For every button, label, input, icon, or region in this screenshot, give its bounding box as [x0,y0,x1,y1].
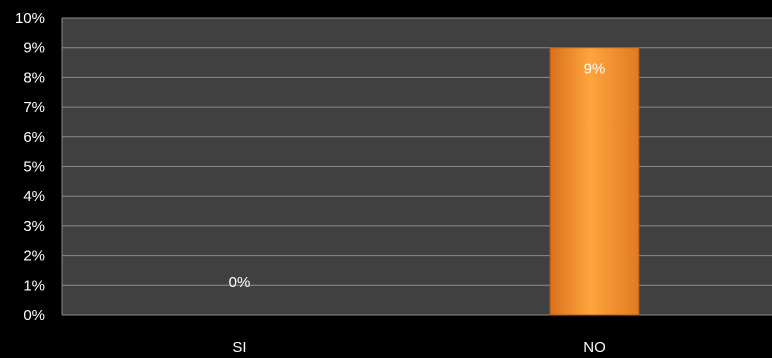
y-axis-tick-labels: 0% 1% 2% 3% 4% 5% 6% 7% 8% 9% 10% [15,10,45,324]
bars [549,47,640,316]
x-category-label-no: NO [583,339,606,356]
y-tick-label: 5% [23,159,45,176]
x-category-label-si: SI [232,339,246,356]
y-tick-label: 6% [23,129,45,146]
data-label-si: 0% [229,274,251,291]
x-axis-category-labels: SI NO [232,339,605,356]
y-tick-label: 0% [23,307,45,324]
y-tick-label: 7% [23,99,45,116]
gridlines [61,17,772,316]
bar-no [549,47,640,316]
y-tick-label: 1% [23,277,45,294]
y-tick-label: 3% [23,218,45,235]
y-tick-label: 8% [23,69,45,86]
y-tick-label: 10% [15,10,45,27]
y-tick-label: 2% [23,248,45,265]
data-labels: 0% 9% [229,61,606,291]
data-label-no: 9% [584,61,606,78]
y-tick-label: 4% [23,188,45,205]
y-tick-label: 9% [23,40,45,57]
